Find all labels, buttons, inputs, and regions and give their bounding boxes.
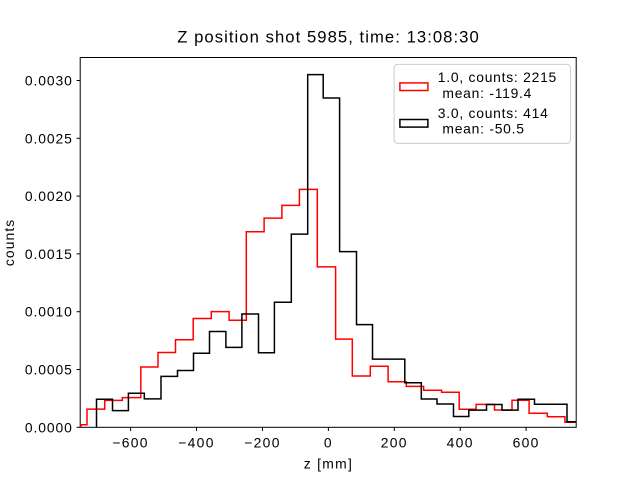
svg-text:0.0020: 0.0020	[25, 188, 73, 204]
svg-text:600: 600	[513, 435, 540, 451]
svg-text:−400: −400	[178, 435, 214, 451]
svg-text:200: 200	[381, 435, 408, 451]
svg-text:0.0010: 0.0010	[25, 304, 73, 320]
svg-text:0.0015: 0.0015	[25, 246, 73, 262]
svg-text:0.0030: 0.0030	[25, 73, 73, 89]
svg-text:mean: -50.5: mean: -50.5	[438, 121, 525, 137]
svg-text:−200: −200	[244, 435, 280, 451]
svg-text:3.0, counts: 414: 3.0, counts: 414	[438, 105, 549, 121]
svg-text:0.0025: 0.0025	[25, 130, 73, 146]
svg-text:z [mm]: z [mm]	[304, 456, 353, 472]
svg-text:1.0, counts: 2215: 1.0, counts: 2215	[438, 69, 557, 85]
svg-text:0.0000: 0.0000	[25, 419, 73, 435]
svg-text:400: 400	[447, 435, 474, 451]
svg-text:mean: -119.4: mean: -119.4	[438, 85, 532, 101]
svg-text:0: 0	[324, 435, 333, 451]
svg-text:0.0005: 0.0005	[25, 362, 73, 378]
svg-text:Z position shot 5985, time: 13: Z position shot 5985, time: 13:08:30	[177, 27, 480, 46]
svg-text:counts: counts	[1, 219, 17, 266]
svg-text:−600: −600	[112, 435, 148, 451]
